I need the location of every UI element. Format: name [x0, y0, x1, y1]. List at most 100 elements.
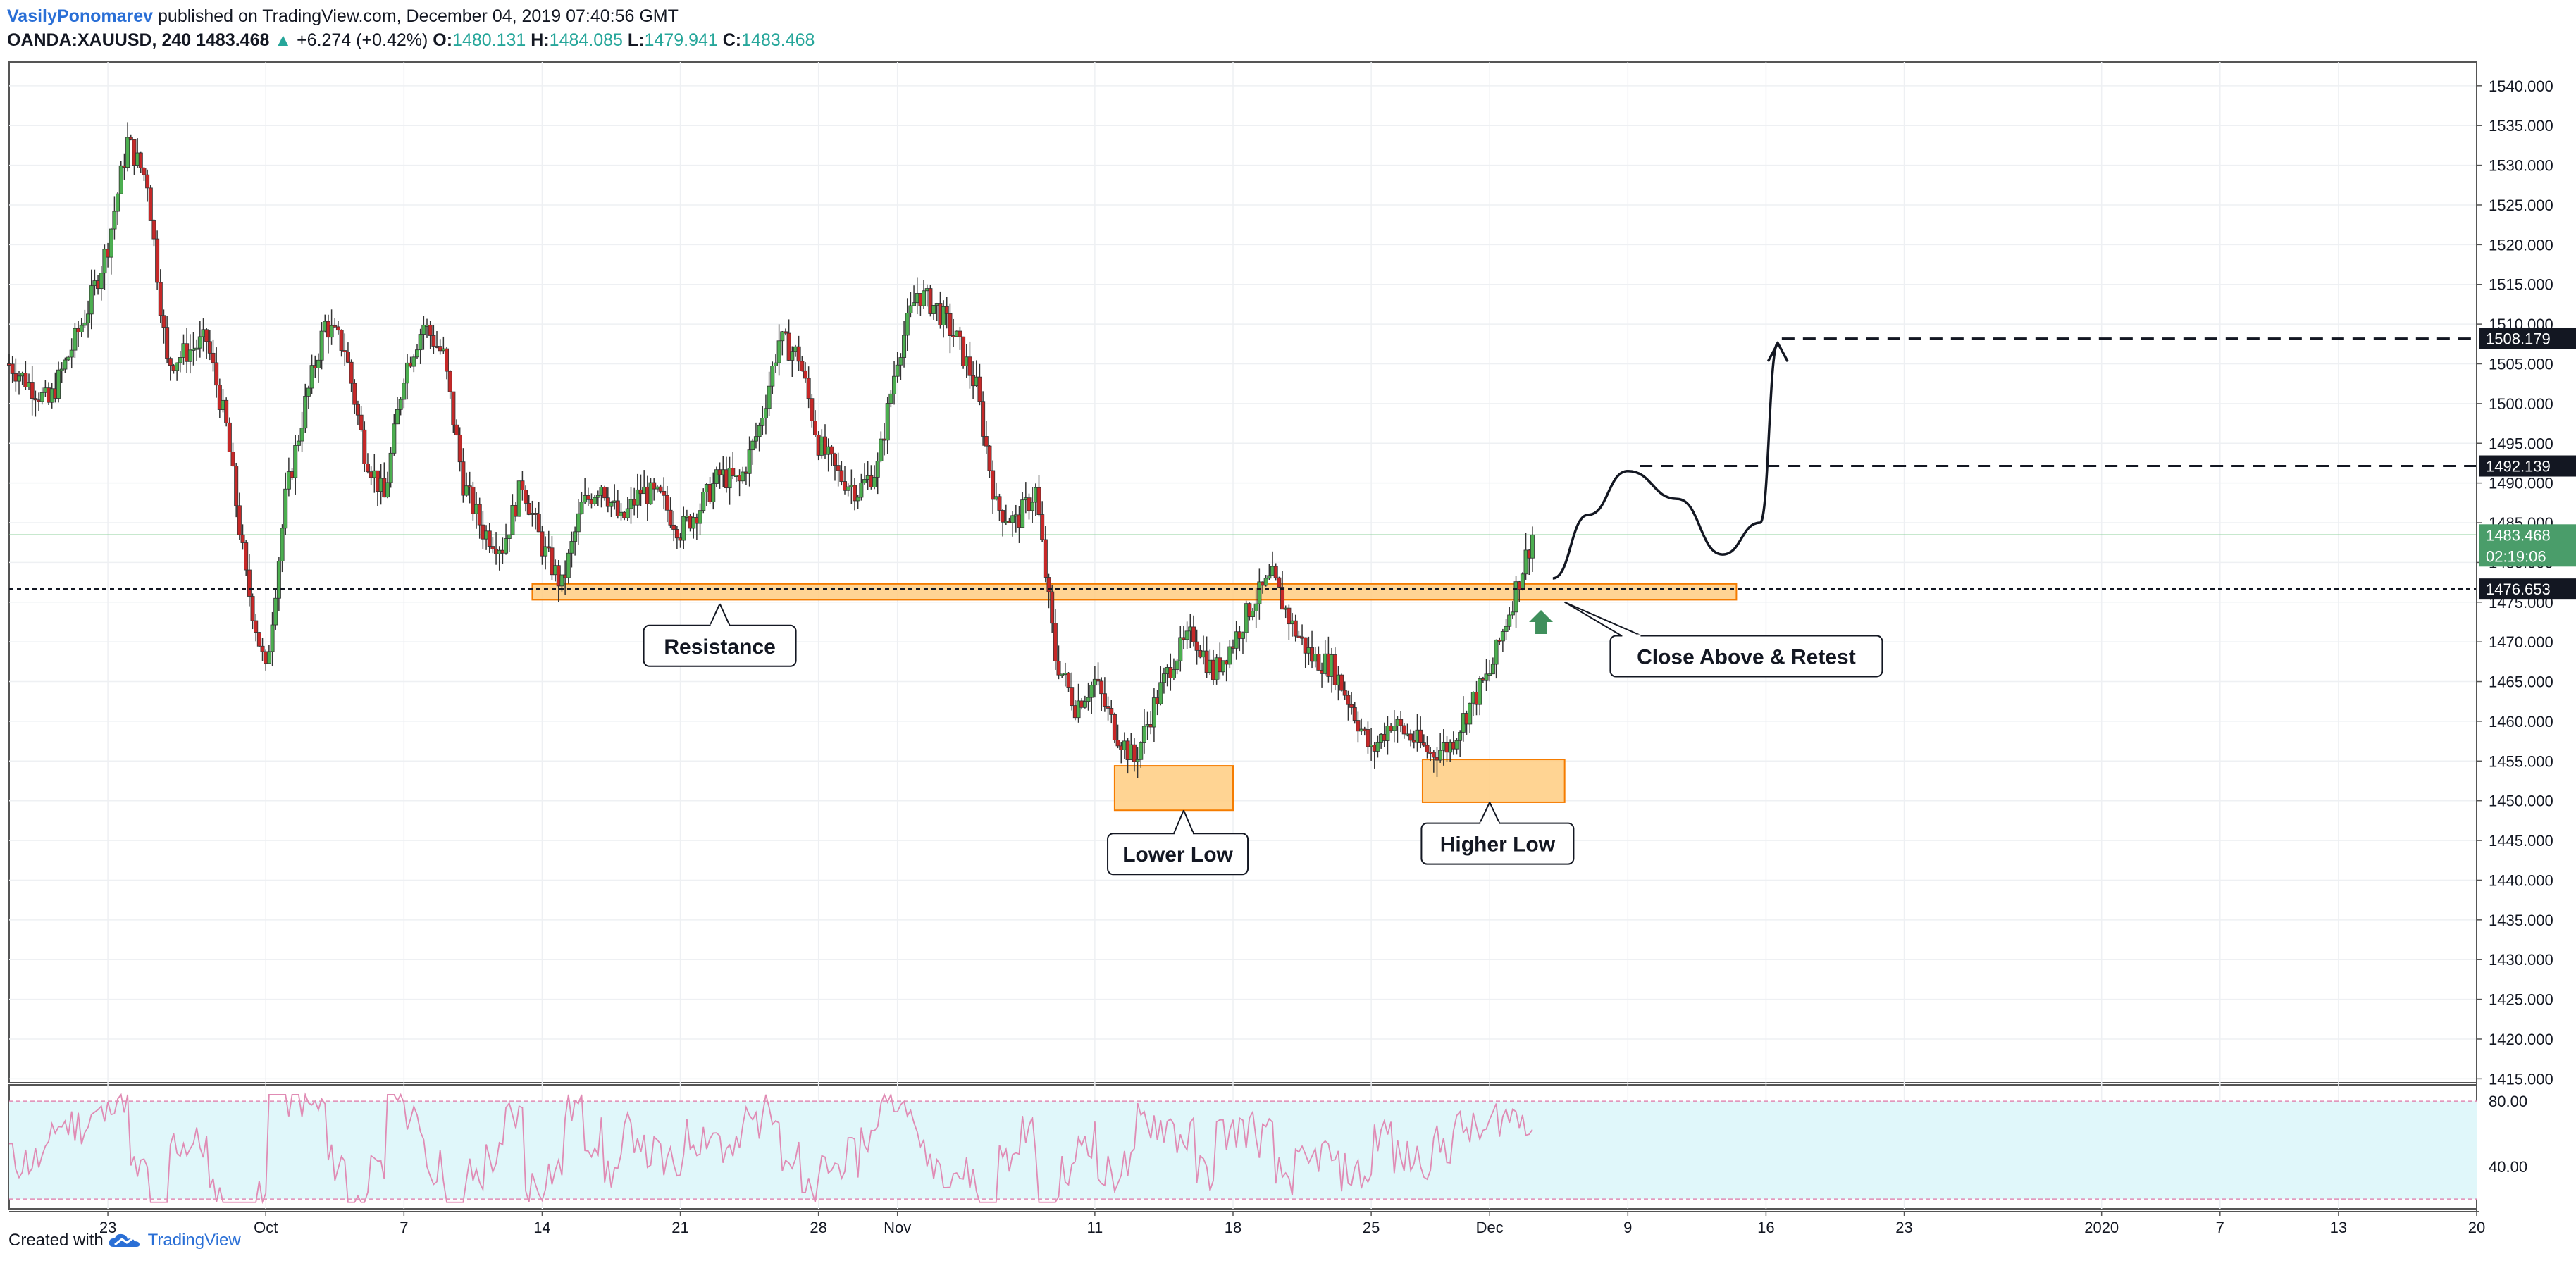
candle-body — [1066, 673, 1071, 688]
price-tick-label: 1460.000 — [2489, 713, 2553, 731]
candle-body — [902, 335, 907, 358]
candle-body — [319, 330, 324, 361]
time-tick-label: 25 — [1363, 1219, 1380, 1236]
candle-body — [404, 362, 409, 384]
candle-body — [595, 495, 600, 498]
candle-body — [1086, 697, 1091, 702]
candle-body — [349, 361, 354, 384]
candle-body — [1020, 499, 1025, 528]
high-value: 1484.085 — [549, 30, 623, 50]
time-tick-label: 28 — [810, 1219, 826, 1236]
countdown-label: 02:19:06 — [2486, 547, 2546, 565]
candle-body — [958, 330, 962, 337]
change-value: +6.274 (+0.42%) — [297, 30, 428, 50]
candle-body — [763, 408, 768, 418]
candle-body — [1010, 515, 1015, 523]
candle-body — [770, 366, 775, 387]
candle-body — [504, 538, 509, 554]
candle-body — [359, 414, 364, 430]
candle-body — [526, 503, 531, 515]
candle-body — [812, 421, 817, 435]
candle-body — [829, 446, 834, 454]
candle-body — [342, 350, 347, 352]
candle-body — [421, 325, 426, 335]
candle-body — [1161, 673, 1166, 683]
candle-body — [731, 468, 736, 476]
candle-body — [1454, 740, 1459, 750]
candle-body — [1425, 745, 1430, 752]
author-link[interactable]: VasilyPonomarev — [7, 6, 154, 26]
candle-body — [333, 325, 338, 328]
tradingview-link[interactable]: TradingView — [147, 1231, 241, 1250]
time-tick-label: 2020 — [2084, 1219, 2119, 1236]
candle-body — [207, 341, 212, 354]
candle-body — [194, 347, 199, 350]
candle-body — [922, 290, 927, 306]
candle-body — [270, 624, 275, 652]
candle-body — [1385, 726, 1390, 741]
candle-body — [392, 423, 397, 454]
price-tick-label: 1505.000 — [2489, 355, 2553, 373]
candle-body — [593, 497, 597, 504]
level-price-label: 1476.653 — [2486, 580, 2551, 598]
price-tick-label: 1440.000 — [2489, 871, 2553, 889]
candle-body — [540, 531, 545, 557]
candle-body — [579, 502, 584, 514]
candle-body — [1109, 707, 1114, 715]
candle-body — [1487, 673, 1492, 676]
candle-body — [73, 328, 78, 351]
candle-body — [905, 313, 910, 336]
candle-body — [1115, 740, 1120, 747]
candle-body — [928, 288, 933, 314]
candle-body — [536, 514, 541, 533]
candle-body — [365, 464, 370, 473]
candle-body — [961, 336, 966, 366]
candle-body — [1151, 697, 1156, 728]
candle-body — [1096, 678, 1101, 682]
candle-body — [1191, 626, 1196, 642]
candle-body — [1500, 631, 1505, 642]
candle-body — [550, 547, 555, 576]
time-tick-label: 9 — [1623, 1219, 1632, 1236]
candle-body — [948, 313, 953, 336]
candle-body — [112, 211, 117, 230]
candle-body — [428, 325, 433, 336]
candle-body — [1375, 742, 1380, 752]
candle-body — [569, 541, 574, 554]
callout-label: Resistance — [664, 635, 775, 659]
time-tick-label: 7 — [2216, 1219, 2224, 1236]
candle-body — [836, 465, 841, 471]
candle-body — [1135, 759, 1140, 762]
last-price-tag — [2479, 524, 2576, 567]
candle-body — [168, 358, 173, 366]
candle-body — [1112, 714, 1117, 740]
candle-body — [520, 480, 525, 490]
price-tick-label: 1520.000 — [2489, 236, 2553, 254]
open-value: 1480.131 — [452, 30, 526, 50]
time-tick-label: 14 — [533, 1219, 550, 1236]
candle-body — [23, 373, 28, 387]
candle-body — [559, 574, 564, 587]
candle-body — [1056, 661, 1061, 676]
candles — [6, 122, 1535, 778]
candle-body — [1141, 726, 1146, 743]
candle-body — [822, 436, 827, 455]
candle-body — [1036, 487, 1041, 515]
candle-body — [1158, 682, 1163, 704]
published-text: published on TradingView.com, December 0… — [158, 6, 679, 26]
candle-body — [1267, 575, 1272, 579]
close-label: C: — [722, 30, 742, 50]
candle-body — [806, 378, 811, 399]
candle-body — [178, 357, 182, 363]
level-price-tag — [2479, 455, 2576, 477]
resistance-zone — [531, 583, 1738, 601]
candle-body — [414, 349, 419, 358]
candle-body — [211, 352, 216, 363]
candle-body — [1251, 611, 1256, 617]
candle-body — [839, 470, 844, 482]
candle-body — [1253, 603, 1258, 611]
candle-body — [662, 490, 667, 496]
candle-body — [1366, 729, 1370, 747]
candle-body — [1438, 750, 1443, 761]
